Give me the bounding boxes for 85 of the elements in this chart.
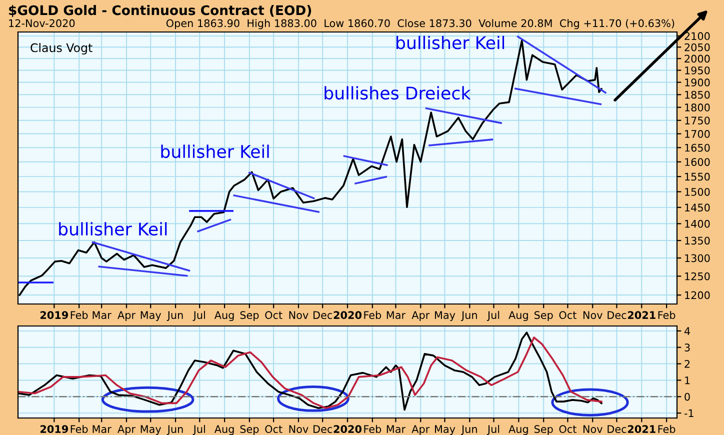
y-tick-label: -1: [684, 409, 694, 418]
x-tick-label: Mar: [92, 311, 112, 320]
y-tick-label: 1450: [685, 204, 710, 212]
x-tick-label: 2020: [334, 425, 362, 434]
y-tick-label: 4: [684, 327, 690, 335]
x-tick-label: Apr: [118, 425, 136, 435]
x-tick-label: Dec: [314, 311, 332, 320]
y-tick-label: 1250: [685, 272, 710, 280]
x-tick-label: Sep: [240, 425, 259, 435]
x-tick-label: Apr: [412, 425, 430, 435]
annotation: bullisher Keil: [59, 222, 167, 236]
y-tick-label: 1200: [685, 291, 710, 300]
x-tick-label: May: [434, 425, 456, 435]
x-tick-label: Dec: [314, 425, 332, 434]
y-tick-label: 2100: [684, 32, 710, 40]
x-tick-label: Jun: [460, 311, 477, 321]
y-tick-label: 1700: [685, 130, 710, 138]
x-tick-label: May: [434, 311, 456, 322]
y-tick-label: 1850: [685, 90, 710, 99]
x-tick-label: Nov: [583, 311, 602, 320]
x-tick-label: Jul: [192, 424, 205, 435]
x-tick-label: Oct: [559, 425, 576, 434]
y-tick-label: 1600: [685, 158, 710, 166]
x-tick-label: 2021: [628, 311, 656, 320]
x-tick-label: Feb: [364, 424, 382, 434]
x-tick-label: Feb: [658, 424, 676, 434]
y-tick-label: 1300: [685, 254, 710, 262]
y-tick-label: 1950: [685, 66, 710, 74]
y-tick-label: 1650: [685, 144, 710, 152]
y-tick-label: 1750: [685, 116, 710, 124]
x-tick-label: Jun: [166, 425, 183, 435]
y-tick-label: 2050: [684, 43, 710, 52]
x-tick-label: Nov: [289, 425, 308, 434]
x-tick-label: Dec: [608, 425, 626, 434]
x-tick-label: Jun: [166, 311, 183, 321]
x-tick-label: Mar: [386, 425, 406, 434]
y-tick-label: 0: [684, 392, 690, 401]
x-tick-label: Aug: [214, 425, 234, 435]
x-tick-label: May: [140, 311, 162, 322]
x-tick-label: Mar: [92, 425, 112, 434]
x-tick-label: Oct: [265, 311, 282, 320]
x-tick-label: 2019: [40, 425, 68, 434]
x-tick-label: Mar: [386, 311, 406, 320]
y-tick-label: 1900: [685, 78, 710, 86]
x-tick-label: Jul: [486, 310, 500, 321]
chart-title: $GOLD Gold - Continuous Contract (EOD): [9, 4, 312, 17]
x-tick-label: Sep: [534, 425, 553, 435]
x-tick-label: Nov: [583, 425, 602, 434]
y-tick-label: 1800: [685, 104, 710, 112]
x-tick-label: Apr: [118, 311, 136, 322]
x-tick-label: 2021: [628, 425, 656, 434]
y-tick-label: 1500: [685, 188, 710, 196]
x-tick-label: Jul: [486, 424, 500, 435]
y-tick-label: 1: [685, 376, 690, 384]
x-tick-label: May: [140, 425, 162, 435]
x-tick-label: Sep: [240, 311, 259, 322]
x-tick-label: Dec: [608, 311, 626, 320]
x-tick-label: 2020: [334, 311, 362, 320]
x-tick-label: Feb: [364, 310, 382, 320]
y-tick-label: 2000: [684, 54, 710, 63]
y-tick-label: 3: [684, 344, 690, 352]
x-tick-label: Feb: [70, 310, 88, 320]
chart-subtitle: 12-Nov-2020: [9, 19, 75, 28]
annotation: Claus Vogt: [30, 43, 92, 54]
x-tick-label: Feb: [658, 310, 676, 320]
y-tick-label: 1550: [685, 172, 710, 181]
text: Open 1863.90 High 1883.00 Low 1860.70 Close 1873.30 Volume 20.8M Chg +11.70 (+0.63%): [166, 19, 674, 30]
annotation: bullishes Dreieck: [324, 86, 471, 100]
y-tick-label: 1350: [685, 236, 710, 245]
x-tick-label: 2019: [40, 311, 68, 320]
x-tick-label: Jul: [192, 310, 205, 321]
y-tick-label: 2: [684, 360, 690, 368]
x-tick-label: Aug: [508, 425, 528, 435]
x-tick-label: Sep: [534, 311, 553, 322]
x-tick-label: Nov: [289, 311, 308, 320]
x-tick-label: Jun: [460, 425, 477, 435]
x-tick-label: Aug: [214, 311, 234, 322]
annotation: bullisher Keil: [161, 144, 269, 158]
x-tick-label: Apr: [412, 311, 430, 322]
x-tick-label: Oct: [265, 425, 282, 434]
x-tick-label: Oct: [559, 311, 576, 320]
annotation: bullisher Keil: [396, 36, 504, 50]
y-tick-label: 1400: [685, 220, 710, 228]
x-tick-label: Feb: [70, 424, 88, 434]
x-tick-label: Aug: [508, 311, 528, 322]
